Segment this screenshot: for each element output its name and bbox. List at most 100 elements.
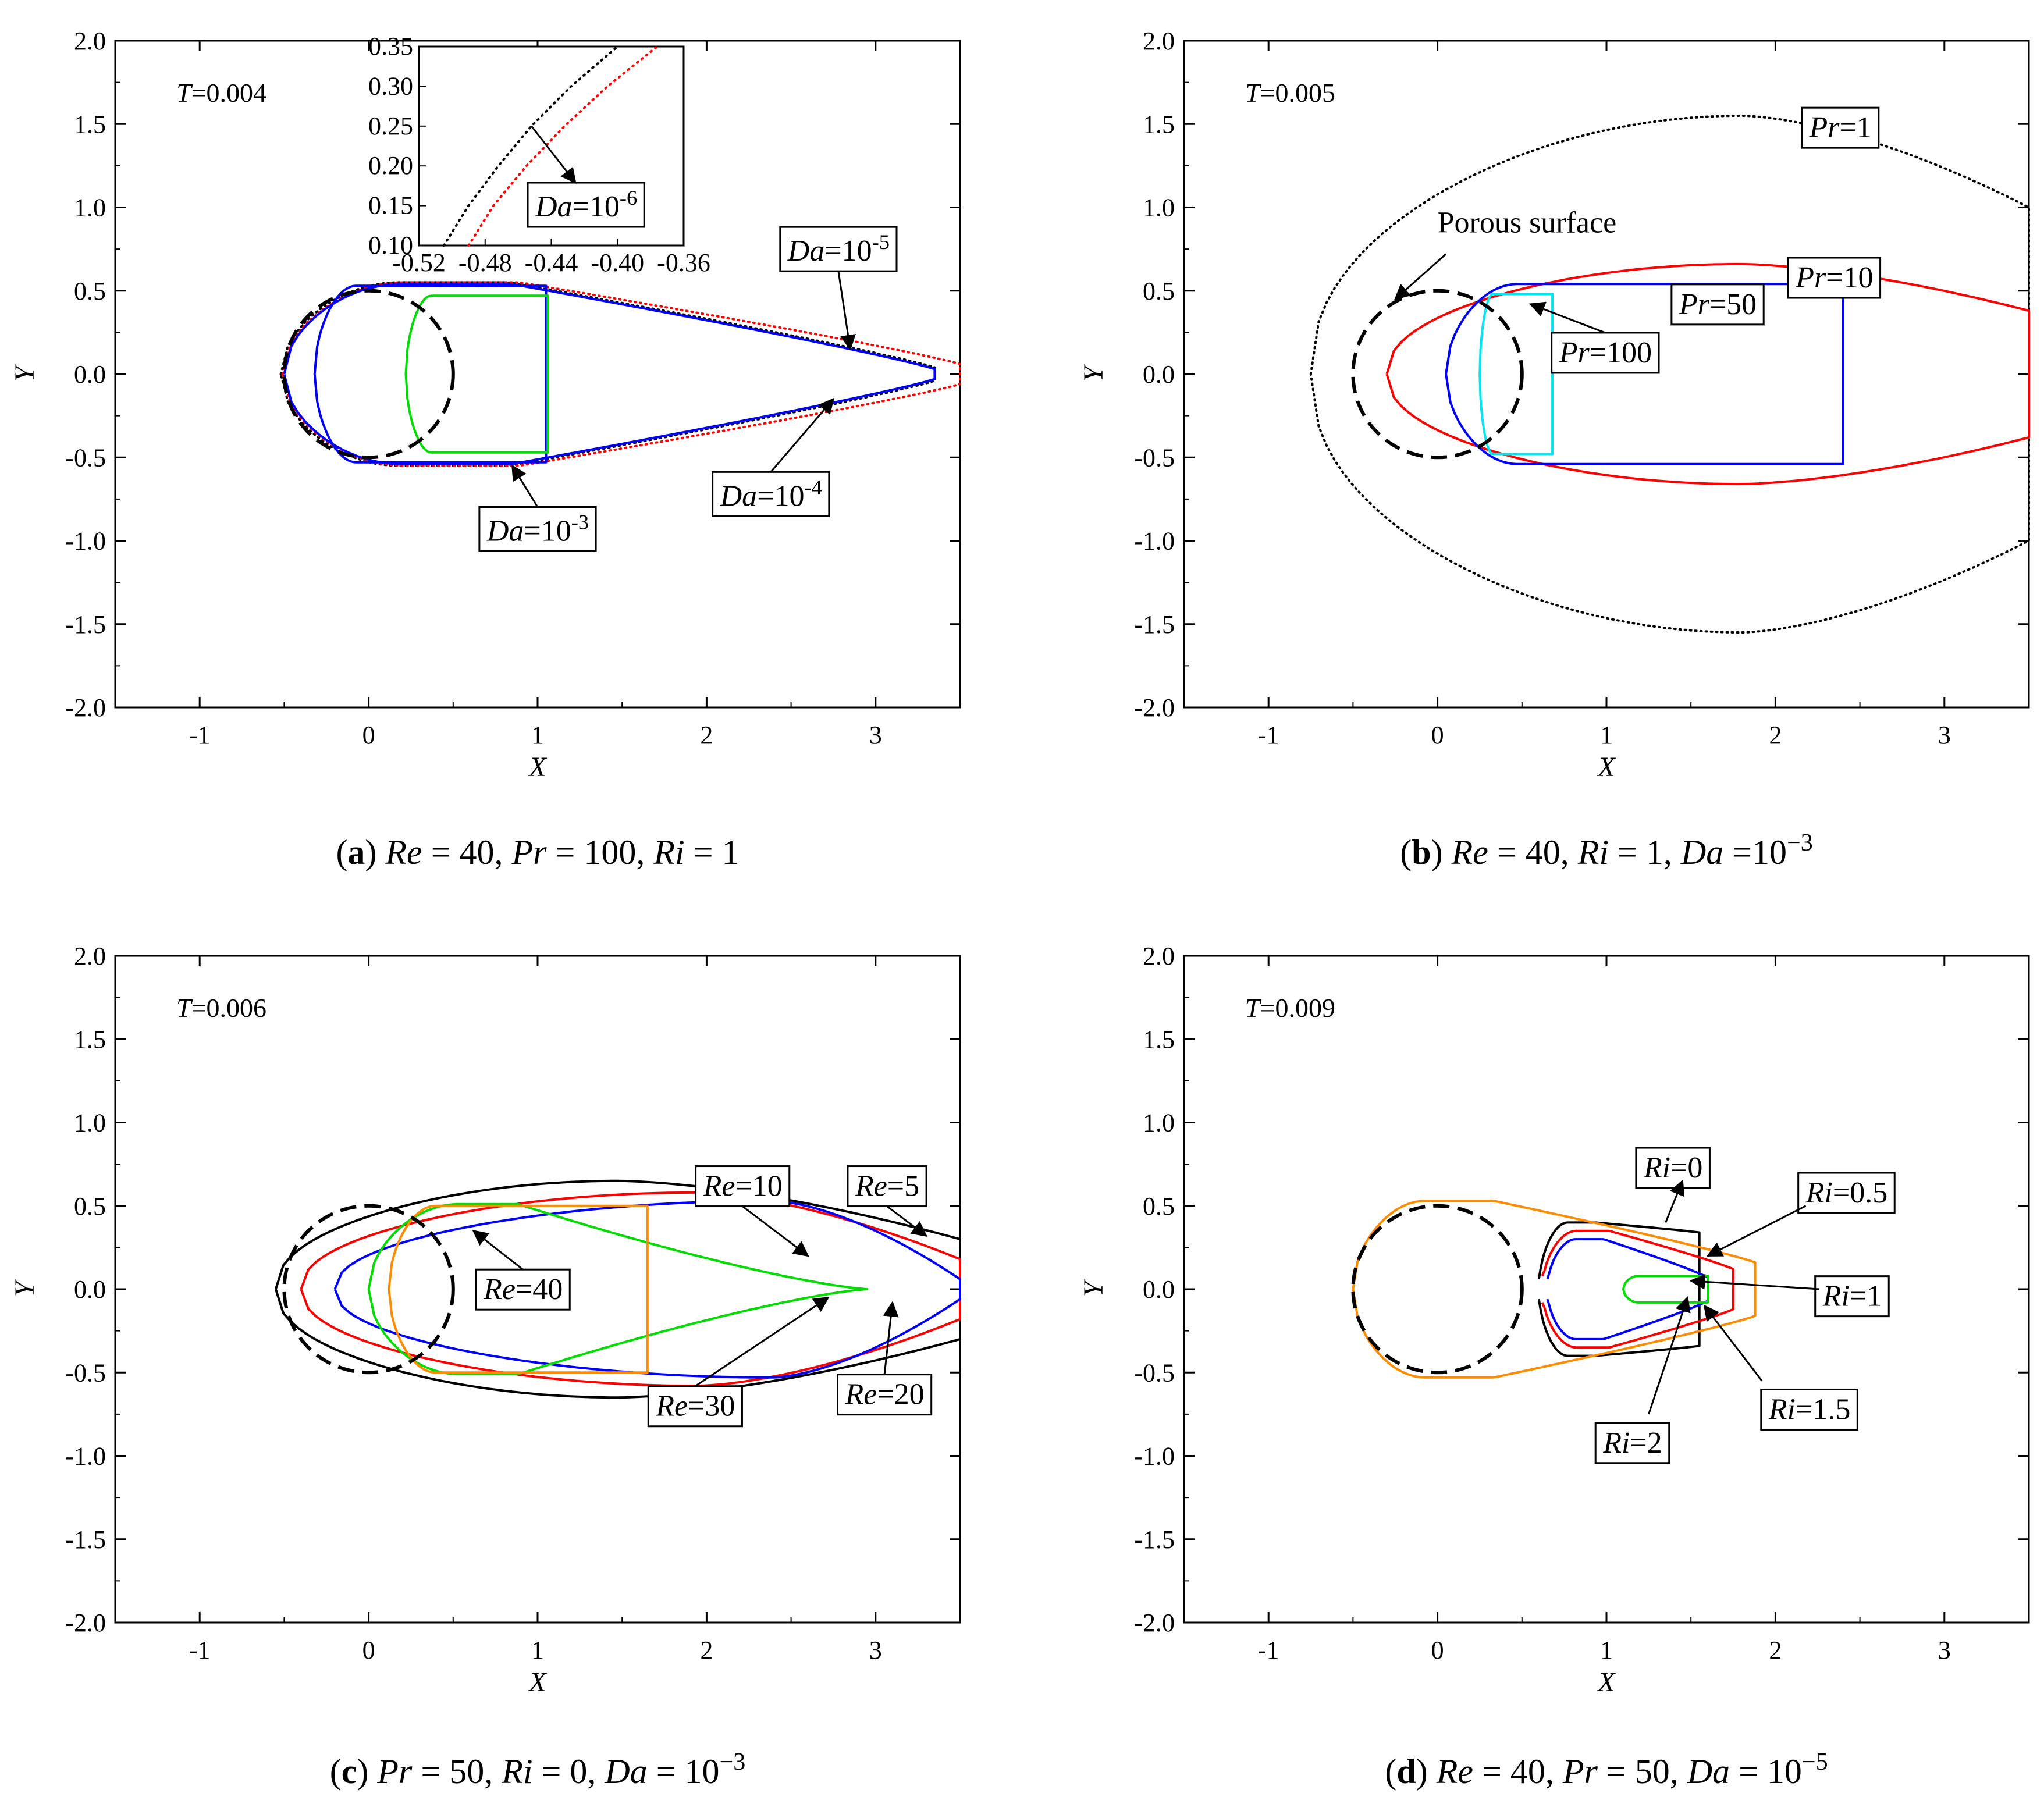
series-re-30 [367, 1202, 869, 1376]
label-box [647, 1385, 743, 1428]
inset-label-box [527, 182, 645, 228]
series-label: Re=30 [655, 1390, 735, 1423]
label-arrow [1706, 1205, 1807, 1257]
label-arrow [472, 1230, 524, 1271]
caption-run: = 1 [685, 833, 740, 871]
y-tick-label: -2.0 [65, 1609, 106, 1637]
caption-run: Da [1680, 833, 1723, 871]
series-label: Re=20 [845, 1378, 925, 1411]
y-tick-label: 2.0 [1143, 942, 1175, 970]
label-arrow [1689, 1273, 1820, 1290]
plot-frame [1183, 955, 2030, 1624]
x-axis-label: X [1597, 1667, 1616, 1698]
text-run: Da [535, 190, 573, 223]
inset-x-tick-label: -0.52 [392, 248, 446, 277]
y-tick-label: 1.0 [1143, 194, 1175, 222]
x-axis-label: X [528, 1667, 547, 1698]
label-arrow [886, 1205, 928, 1237]
label-box [712, 471, 830, 517]
x-tick-label: 2 [1769, 1636, 1782, 1664]
caption-run: = 10 [648, 1752, 720, 1791]
x-tick-label: 3 [869, 721, 882, 749]
y-tick-label: 0.0 [74, 360, 106, 389]
text-run: Ri [1768, 1393, 1796, 1426]
porous-surface-circle [1351, 1204, 1524, 1375]
series-label: Ri=1 [1822, 1280, 1882, 1313]
caption-run: = 10 [1730, 1752, 1802, 1791]
text-run: Ri [1602, 1426, 1630, 1460]
y-tick-label: -1.5 [65, 610, 106, 639]
label-box [1670, 283, 1765, 326]
series-da-10-4 [283, 283, 936, 465]
caption-run: Ri [653, 833, 684, 871]
label-box [1814, 1275, 1890, 1318]
series-label: Re=10 [703, 1170, 783, 1203]
text-run: T [1245, 993, 1262, 1023]
caption-run: = 50, [412, 1752, 502, 1791]
text-run: =100 [1590, 336, 1652, 369]
caption-paren: ( [1385, 1752, 1396, 1791]
text-run: Ri [1805, 1176, 1833, 1209]
caption-paren: ) [357, 1752, 368, 1791]
series-ri-2 [1352, 1200, 1757, 1379]
x-tick-label: 1 [531, 721, 544, 749]
y-tick-label: 1.5 [1143, 110, 1175, 138]
label-box [1800, 106, 1880, 149]
time-label: T=0.004 [176, 78, 266, 108]
porous-surface-circle [282, 1204, 455, 1375]
text-run: =50 [1709, 288, 1757, 321]
label-arrow [742, 1205, 809, 1257]
caption-run: Re [385, 833, 422, 871]
y-axis-label: Y [9, 1279, 40, 1297]
x-tick-label: 0 [1431, 1636, 1444, 1664]
x-tick-label: -1 [189, 721, 211, 749]
superscript: -5 [872, 230, 890, 254]
caption-paren: ( [1400, 833, 1412, 871]
caption-letter: d [1396, 1752, 1416, 1791]
text-run: Da [787, 234, 825, 268]
panel-b: -1 0 1 2 3 -2.0 -1.5 -1.0 -0.5 0.0 0.5 1.0 1.5 2.0 X Y T… [1078, 27, 2030, 871]
series-label: Re=40 [483, 1273, 563, 1306]
panel-caption: (a) Re = 40, Pr = 100, Ri = 1 [336, 833, 739, 871]
y-axis-label: Y [1078, 1279, 1109, 1297]
text-run: =1 [1850, 1280, 1882, 1313]
y-tick-label: 0.0 [1143, 1275, 1175, 1304]
y-tick-label: -0.5 [1134, 443, 1175, 472]
label-arrow [1648, 1296, 1691, 1415]
inset-arrow [531, 125, 577, 184]
y-tick-label: -2.0 [1134, 693, 1175, 722]
y-axis-label: Y [1078, 364, 1109, 382]
text-run: =20 [877, 1378, 924, 1411]
y-tick-label: 0.5 [1143, 1192, 1175, 1221]
text-run: =0.009 [1260, 993, 1335, 1023]
text-run: Re [845, 1378, 877, 1411]
y-tick-label: -2.0 [1134, 1609, 1175, 1637]
x-tick-label: 2 [700, 721, 713, 749]
text-run: Pr [1808, 111, 1840, 144]
text-run: Da [720, 479, 758, 513]
series-re-40 [388, 1204, 649, 1374]
series-label: Pr=1 [1808, 111, 1871, 144]
porous-surface-circle [1351, 289, 1524, 460]
x-tick-label: 1 [531, 1636, 544, 1664]
caption-run: = 1, [1609, 833, 1681, 871]
text-run: =1.5 [1796, 1393, 1850, 1426]
text-run: =30 [688, 1390, 735, 1423]
series-label: Pr=100 [1559, 336, 1652, 369]
inset: -0.52 -0.48 -0.44 -0.40 -0.36 0.10 0.15 0.20 0.2… [368, 32, 710, 277]
caption-run: Ri [501, 1752, 532, 1791]
text-run: Re [483, 1273, 516, 1306]
x-tick-label: 2 [700, 1636, 713, 1664]
caption-run: = 40, [1473, 1752, 1563, 1791]
series-label: Ri=1.5 [1768, 1393, 1851, 1426]
inset-x-tick-label: -0.40 [591, 248, 644, 277]
series-label: Ri=0 [1643, 1151, 1703, 1184]
text-run: =10 [524, 515, 571, 548]
text-run: =10 [1826, 261, 1873, 294]
text-run: T [176, 993, 193, 1023]
text-run: Re [655, 1390, 688, 1423]
panel-caption: (b) Re = 40, Ri = 1, Da =10−3 [1400, 830, 1813, 871]
caption-run [1428, 1752, 1437, 1791]
series-label: Ri=0.5 [1805, 1176, 1888, 1209]
y-tick-label: -1.0 [65, 527, 106, 556]
